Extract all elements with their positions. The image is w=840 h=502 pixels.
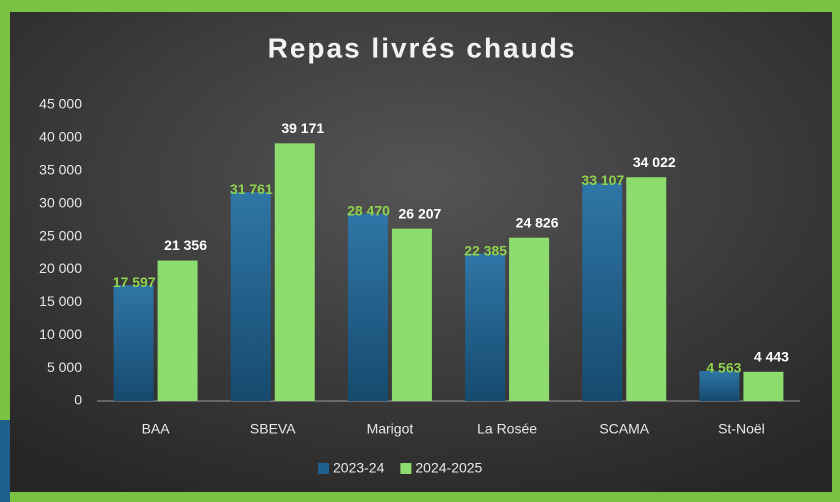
data-label: 26 207 — [399, 205, 442, 221]
bar — [582, 183, 623, 401]
bar — [699, 370, 740, 401]
bar — [391, 228, 432, 401]
y-tick-label: 20 000 — [39, 260, 82, 276]
y-tick-label: 5 000 — [47, 359, 82, 375]
y-tick-label: 15 000 — [39, 293, 82, 309]
y-tick-label: 40 000 — [39, 129, 82, 145]
x-tick-label: Marigot — [367, 421, 414, 437]
data-label: 22 385 — [464, 242, 507, 258]
legend-swatch — [400, 463, 412, 474]
data-label: 28 470 — [347, 202, 390, 218]
data-label: 24 826 — [516, 214, 559, 230]
chart-title: Repas livrés chauds — [268, 32, 577, 63]
legend-label: 2023-24 — [333, 460, 385, 476]
data-label: 33 107 — [581, 172, 624, 188]
bar — [465, 253, 506, 401]
data-label: 39 171 — [281, 120, 324, 136]
data-label: 4 563 — [706, 360, 741, 376]
x-tick-label: St-Noël — [718, 421, 765, 437]
x-tick-label: La Rosée — [477, 421, 537, 437]
bar — [113, 285, 154, 401]
bar — [274, 143, 315, 402]
x-tick-label: SBEVA — [250, 421, 296, 437]
bar — [157, 260, 198, 401]
x-tick-label: BAA — [142, 421, 171, 437]
bar — [347, 213, 388, 401]
data-label: 17 597 — [113, 274, 156, 290]
bar — [230, 192, 271, 401]
data-label: 21 356 — [164, 237, 207, 253]
decoration — [0, 420, 10, 502]
x-tick-label: SCAMA — [599, 421, 649, 437]
data-label: 34 022 — [633, 154, 676, 170]
y-tick-label: 45 000 — [39, 96, 82, 112]
bar — [626, 177, 667, 401]
y-tick-label: 25 000 — [39, 227, 82, 243]
y-tick-label: 0 — [74, 392, 82, 408]
y-tick-label: 35 000 — [39, 161, 82, 177]
data-label: 31 761 — [230, 181, 273, 197]
legend-label: 2024-2025 — [415, 460, 482, 476]
y-tick-label: 10 000 — [39, 326, 82, 342]
bar — [509, 237, 550, 401]
legend-swatch — [318, 463, 329, 474]
data-label: 4 443 — [754, 348, 789, 364]
bar — [743, 371, 784, 401]
y-tick-label: 30 000 — [39, 194, 82, 210]
